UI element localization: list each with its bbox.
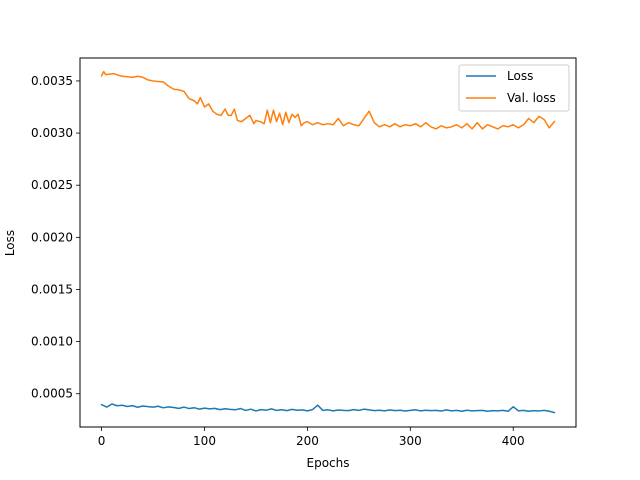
- y-tick-label: 0.0030: [31, 126, 73, 140]
- x-ticks: 0 100 200 300 400: [98, 427, 525, 448]
- y-tick-label: 0.0020: [31, 230, 73, 244]
- x-tick-label: 200: [296, 434, 319, 448]
- legend-label-loss: Loss: [507, 69, 533, 83]
- y-ticks: 0.0005 0.0010 0.0015 0.0020 0.0025 0.0030 0.00…: [31, 74, 80, 401]
- axes-frame: [79, 57, 577, 428]
- series-layer: [100, 70, 556, 414]
- x-tick-label: 100: [193, 434, 216, 448]
- legend: Loss Val. loss: [458, 64, 570, 112]
- y-tick-label: 0.0035: [31, 74, 73, 88]
- y-tick-label: 0.0010: [31, 335, 73, 349]
- plot-area: [80, 58, 576, 427]
- series-line-val-loss: [100, 70, 556, 130]
- series-line-loss: [100, 403, 556, 414]
- y-tick-label: 0.0015: [31, 282, 73, 296]
- y-tick-label: 0.0025: [31, 178, 73, 192]
- legend-label-val-loss: Val. loss: [507, 91, 556, 105]
- x-tick-label: 400: [502, 434, 525, 448]
- x-tick-label: 300: [399, 434, 422, 448]
- x-axis-label: Epochs: [307, 456, 350, 470]
- y-axis-label: Loss: [3, 230, 17, 256]
- y-tick-label: 0.0005: [31, 387, 73, 401]
- x-tick-label: 0: [98, 434, 106, 448]
